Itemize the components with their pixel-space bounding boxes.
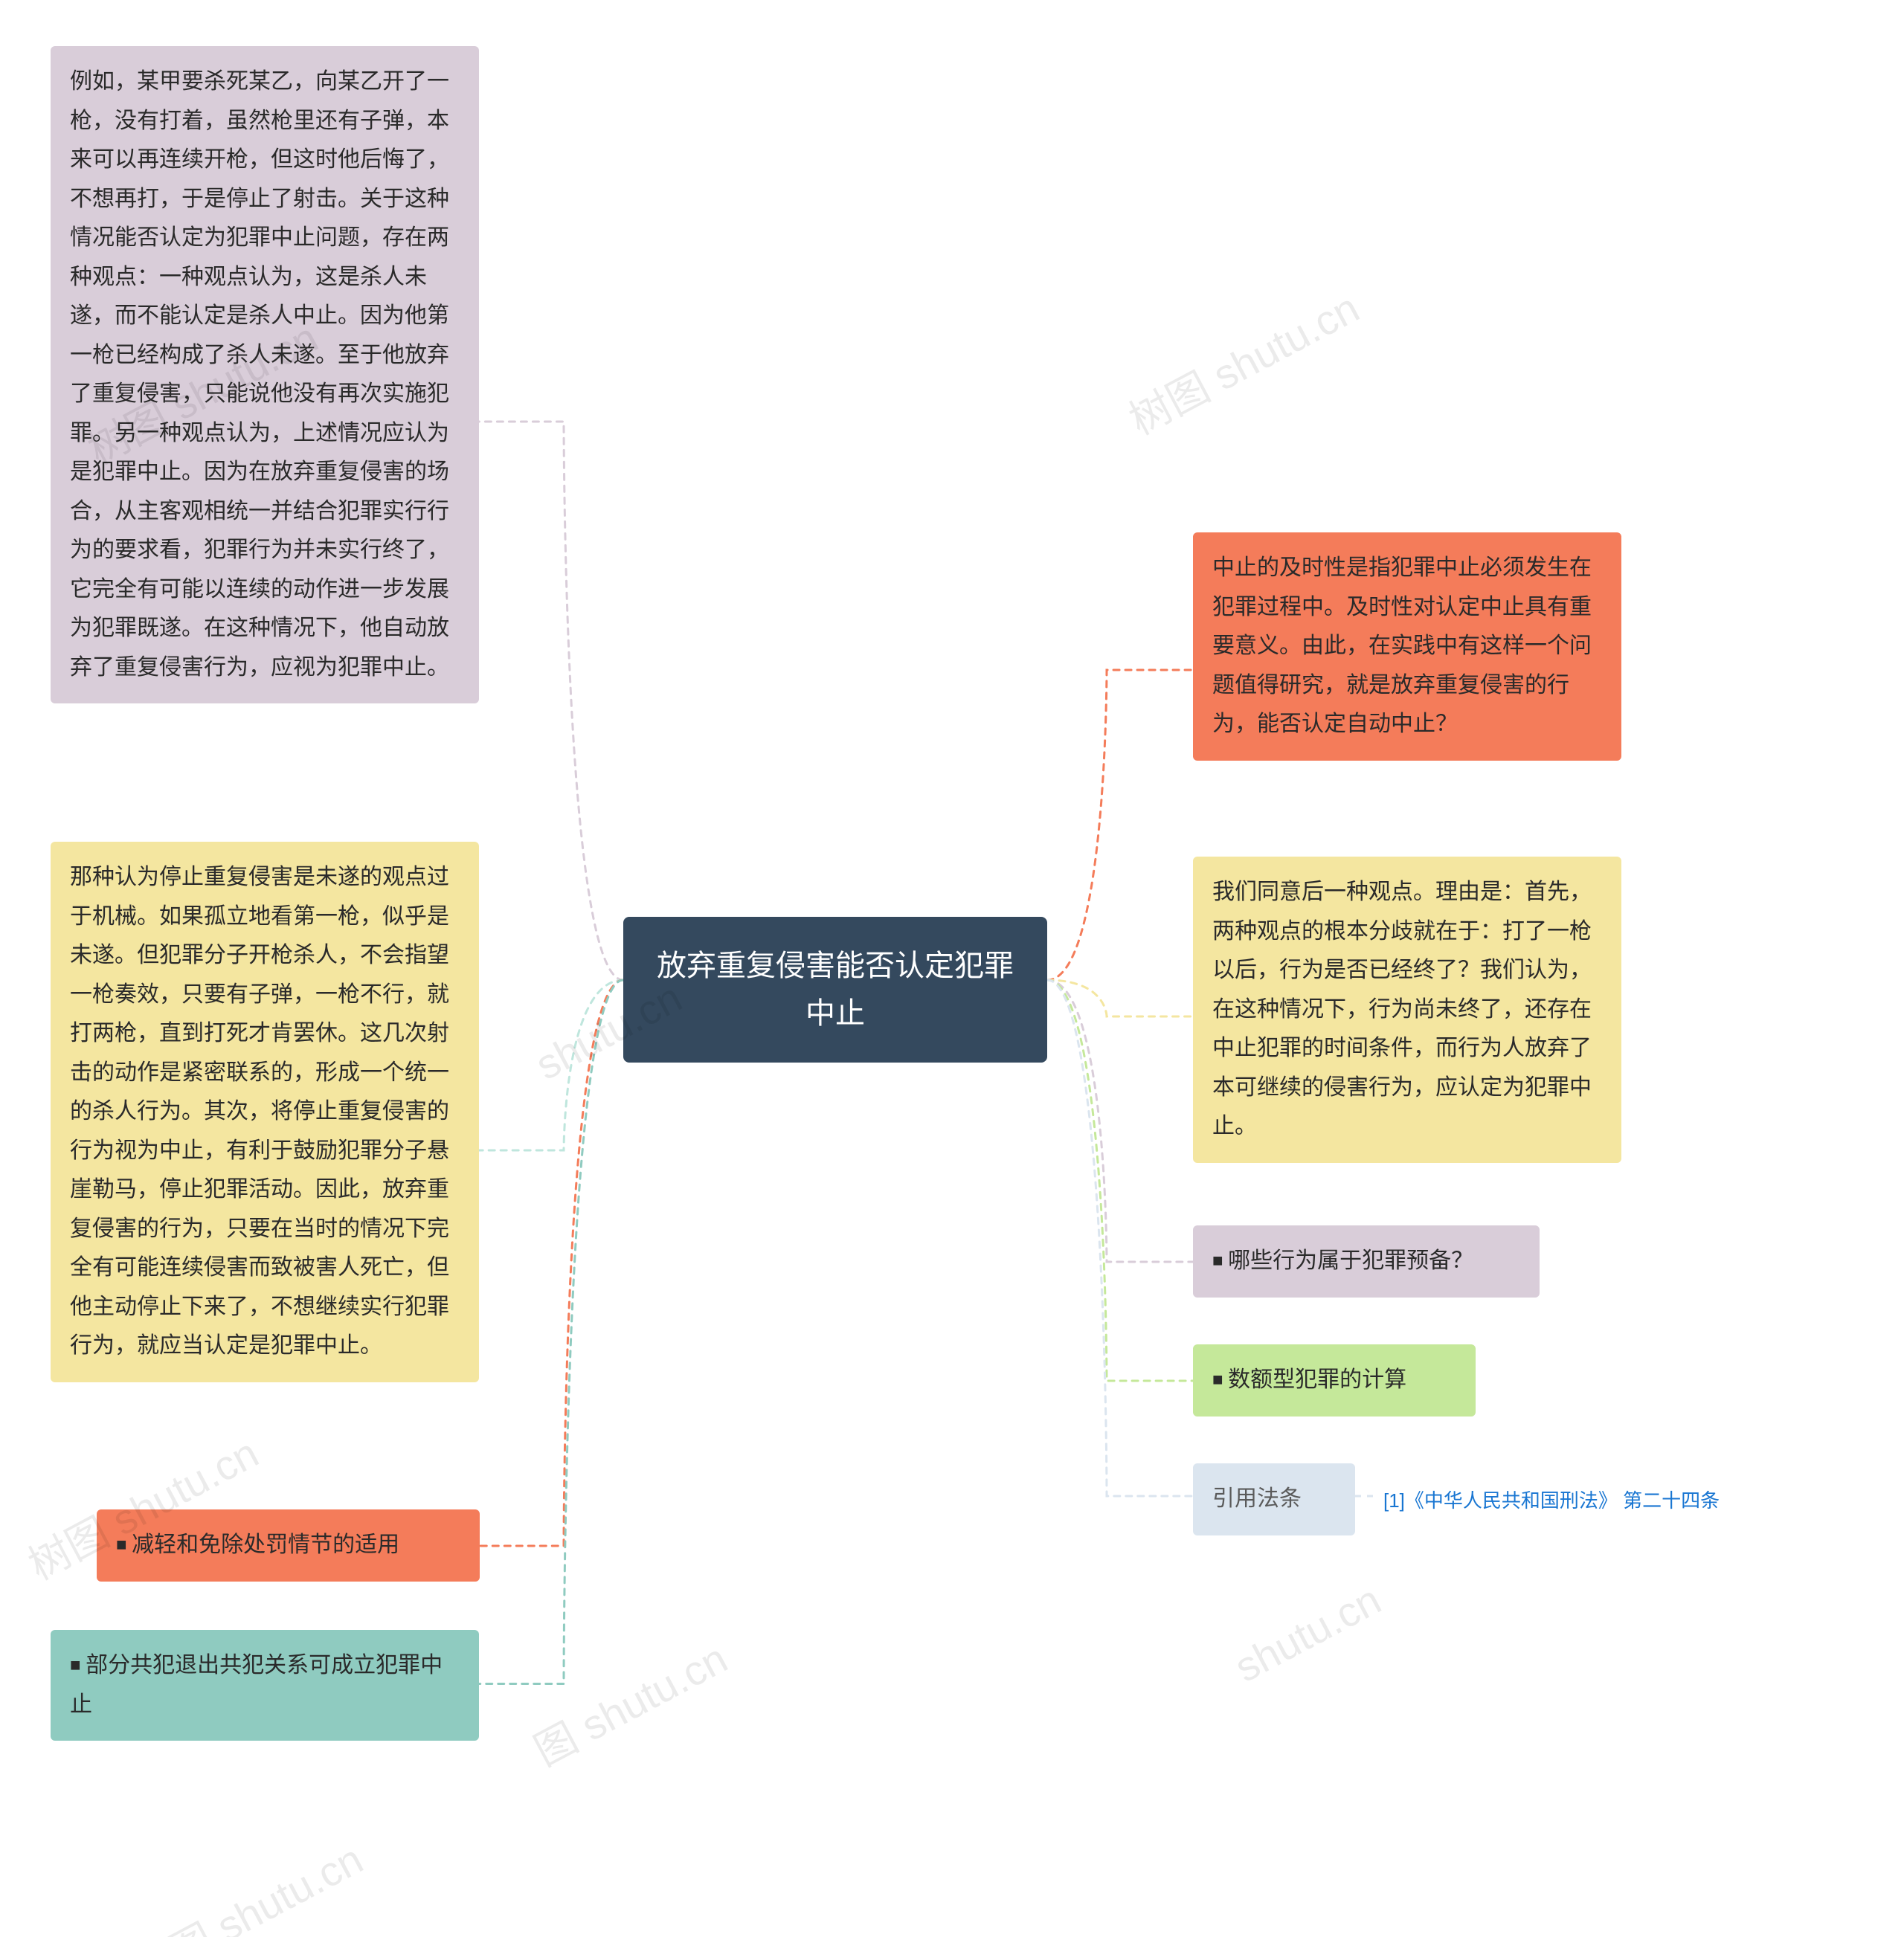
citation-link[interactable]: [1]《中华人民共和国刑法》 第二十四条 <box>1380 1478 1723 1521</box>
left-node-accomplice[interactable]: 部分共犯退出共犯关系可成立犯罪中止 <box>51 1630 479 1741</box>
right-node-agreement[interactable]: 我们同意后一种观点。理由是：首先，两种观点的根本分歧就在于：打了一枪以后，行为是… <box>1193 857 1621 1163</box>
watermark: 树图 shutu.cn <box>1117 275 1368 447</box>
left-node-example[interactable]: 例如，某甲要杀死某乙，向某乙开了一枪，没有打着，虽然枪里还有子弹，本来可以再连续… <box>51 46 479 703</box>
watermark: 图 shutu.cn <box>158 1826 372 1937</box>
central-topic[interactable]: 放弃重复侵害能否认定犯罪中止 <box>623 917 1047 1063</box>
right-node-amount[interactable]: 数额型犯罪的计算 <box>1193 1344 1476 1417</box>
left-node-mitigation[interactable]: 减轻和免除处罚情节的适用 <box>97 1509 480 1582</box>
right-node-preparation[interactable]: 哪些行为属于犯罪预备？ <box>1193 1225 1540 1298</box>
left-node-analysis[interactable]: 那种认为停止重复侵害是未遂的观点过于机械。如果孤立地看第一枪，似乎是未遂。但犯罪… <box>51 842 479 1382</box>
watermark: shutu.cn <box>1226 1575 1388 1692</box>
right-node-citation-label[interactable]: 引用法条 <box>1193 1463 1355 1535</box>
watermark: 图 shutu.cn <box>522 1625 736 1778</box>
right-node-timeliness[interactable]: 中止的及时性是指犯罪中止必须发生在犯罪过程中。及时性对认定中止具有重要意义。由此… <box>1193 532 1621 761</box>
